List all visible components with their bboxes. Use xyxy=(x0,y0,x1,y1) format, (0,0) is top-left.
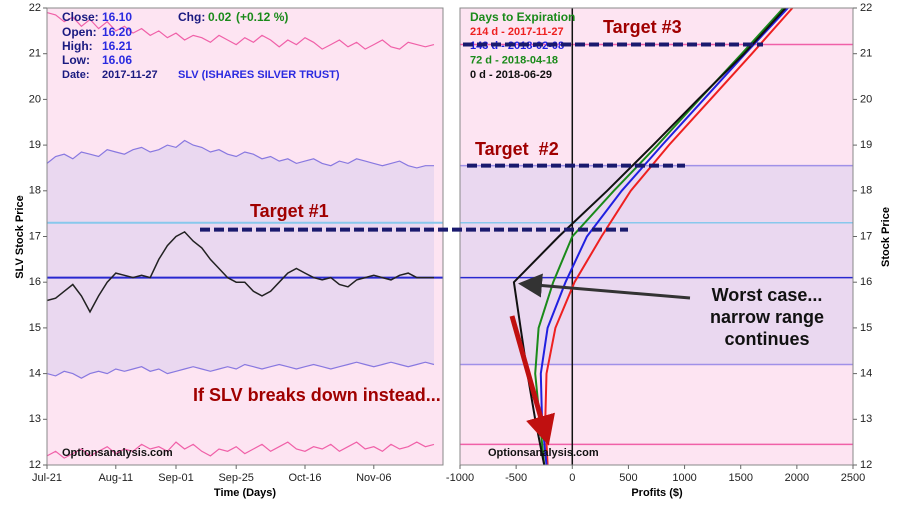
series-line xyxy=(46,12,435,50)
y-axis-label: SLV Stock Price xyxy=(14,195,26,279)
x-tick-label: Sep-25 xyxy=(218,472,253,484)
open-value: 16.20 xyxy=(102,25,132,39)
y-tick-label: 20 xyxy=(29,93,41,105)
y-tick-label: 18 xyxy=(29,185,41,197)
x-tick-label: 2000 xyxy=(785,472,809,484)
y-tick-label: 12 xyxy=(29,459,41,471)
y-tick-label: 13 xyxy=(29,413,41,425)
arrow xyxy=(518,273,691,300)
chg-percent: (+0.12 %) xyxy=(236,10,288,24)
y-tick-label: 17 xyxy=(29,230,41,242)
note: continues xyxy=(724,329,809,349)
series-line xyxy=(46,230,434,314)
watermark: Optionsanalysis.com xyxy=(488,447,599,459)
note: If SLV breaks down instead... xyxy=(193,385,441,405)
low-label: Low: xyxy=(62,53,90,67)
legend-entry: 0 d - 2018-06-29 xyxy=(470,69,552,81)
y-tick-label: 22 xyxy=(860,2,872,14)
x-tick-label: 2500 xyxy=(841,472,865,484)
chg-label: Chg: xyxy=(178,10,205,24)
y-tick-label: 18 xyxy=(860,185,872,197)
x-tick-label: Sep-01 xyxy=(158,472,193,484)
y-tick-label: 22 xyxy=(29,2,41,14)
note: Worst case... xyxy=(712,285,823,305)
low-value: 16.06 xyxy=(102,53,132,67)
y-tick-label: 17 xyxy=(860,230,872,242)
x-tick-label: 1000 xyxy=(672,472,696,484)
y-tick-label: 15 xyxy=(860,322,872,334)
x-axis-label: Profits ($) xyxy=(631,487,683,499)
series-line xyxy=(46,139,434,169)
x-tick-label: 0 xyxy=(569,472,575,484)
y-tick-label: 15 xyxy=(29,322,41,334)
open-label: Open: xyxy=(62,25,97,39)
note: narrow range xyxy=(710,307,824,327)
x-tick-label: Nov-06 xyxy=(356,472,391,484)
profit-curve xyxy=(539,8,789,465)
date-label: Date: xyxy=(62,69,90,81)
profit-curve xyxy=(544,8,794,465)
y-tick-label: 14 xyxy=(860,368,872,380)
legend-entry: 72 d - 2018-04-18 xyxy=(470,55,558,67)
y-tick-label: 12 xyxy=(860,459,872,471)
y-tick-label: 21 xyxy=(29,48,41,60)
target-label: Target #1 xyxy=(250,201,329,221)
x-tick-label: 1500 xyxy=(728,472,752,484)
target-label: Target #2 xyxy=(475,139,559,159)
symbol-name: SLV (ISHARES SILVER TRUST) xyxy=(178,69,340,81)
chg-value: 0.02 xyxy=(208,10,232,24)
y-tick-label: 16 xyxy=(860,276,872,288)
y-tick-label: 20 xyxy=(860,93,872,105)
date-value: 2017-11-27 xyxy=(102,69,158,81)
legend-title: Days to Expiration xyxy=(470,10,575,24)
y-tick-label: 19 xyxy=(29,139,41,151)
y-axis-label: Stock Price xyxy=(880,207,892,267)
y-tick-label: 14 xyxy=(29,368,41,380)
y-tick-label: 21 xyxy=(860,48,872,60)
x-tick-label: Aug-11 xyxy=(98,472,133,484)
band-fill xyxy=(47,140,434,379)
legend-entry: 214 d - 2017-11-27 xyxy=(470,26,564,38)
y-tick-label: 16 xyxy=(29,276,41,288)
x-tick-label: -1000 xyxy=(446,472,474,484)
series-line xyxy=(46,441,435,459)
x-tick-label: Jul-21 xyxy=(32,472,62,484)
high-label: High: xyxy=(62,39,93,53)
x-axis-label: Time (Days) xyxy=(214,487,276,499)
high-value: 16.21 xyxy=(102,39,132,53)
watermark: Optionsanalysis.com xyxy=(62,447,173,459)
band-fill xyxy=(460,165,853,365)
x-tick-label: Oct-16 xyxy=(288,472,321,484)
close-label: Close: xyxy=(62,10,99,24)
y-tick-label: 13 xyxy=(860,413,872,425)
target-label: Target #3 xyxy=(603,17,682,37)
x-tick-label: 500 xyxy=(619,472,637,484)
profit-curve xyxy=(512,8,787,465)
x-tick-label: -500 xyxy=(505,472,527,484)
y-tick-label: 19 xyxy=(860,139,872,151)
arrow xyxy=(509,315,555,446)
series-line xyxy=(46,361,435,379)
close-value: 16.10 xyxy=(102,10,132,24)
